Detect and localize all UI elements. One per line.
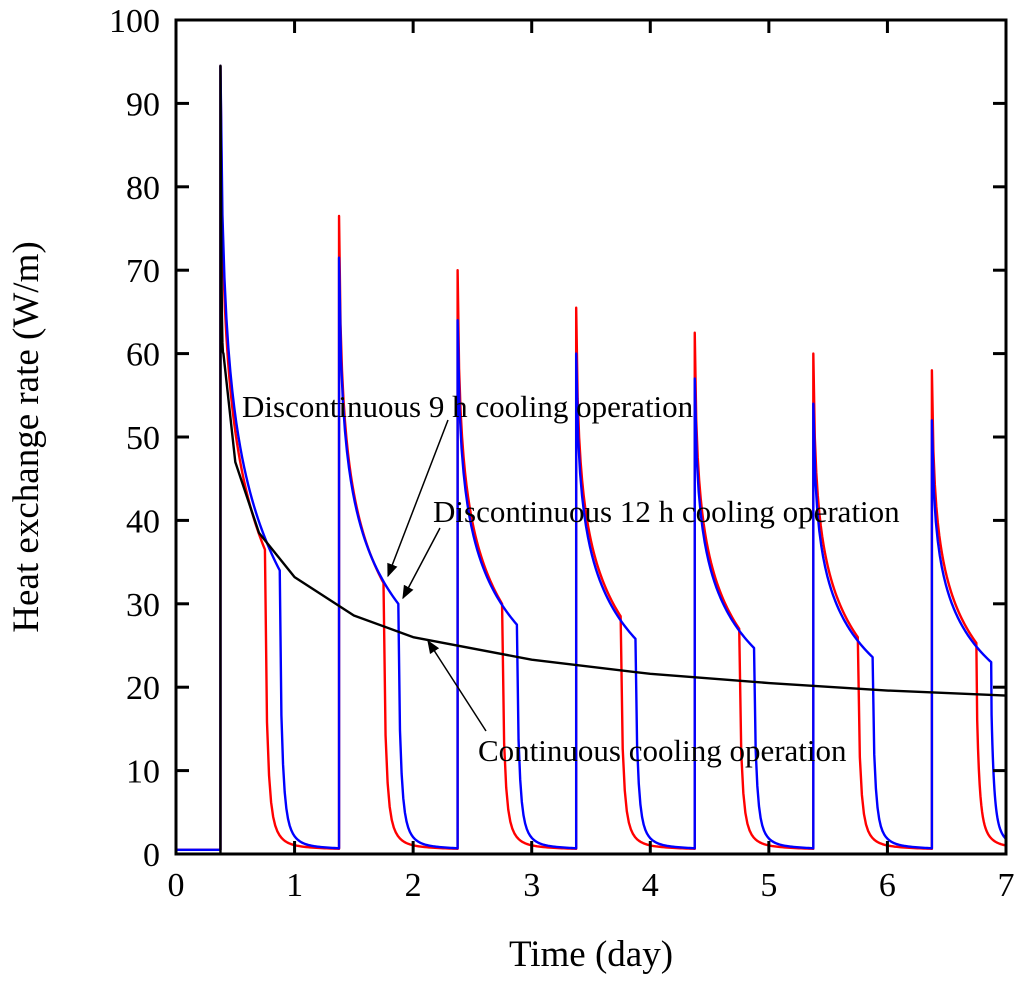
y-tick-label: 100 [109,3,160,40]
y-tick-label: 90 [126,86,160,123]
y-tick-label: 80 [126,170,160,207]
annotation-12h-label: Discontinuous 12 h cooling operation [433,494,900,529]
y-tick-label: 10 [126,754,160,791]
x-tick-label: 3 [523,867,540,904]
x-tick-label: 5 [760,867,777,904]
annotation-continuous-label: Continuous cooling operation [478,733,847,768]
y-tick-label: 70 [126,253,160,290]
y-tick-label: 50 [126,420,160,457]
y-axis-title: Heat exchange rate (W/m) [6,241,47,632]
y-tick-label: 20 [126,670,160,707]
x-tick-label: 0 [168,867,185,904]
x-tick-label: 2 [405,867,422,904]
y-tick-label: 30 [126,587,160,624]
x-tick-label: 4 [642,867,659,904]
annotation-continuous-arrow [427,639,487,732]
annotation-12h-arrow [402,527,441,600]
x-tick-label: 6 [879,867,896,904]
y-tick-label: 60 [126,337,160,374]
x-tick-label: 7 [998,867,1015,904]
axes-layer [174,18,1008,856]
series-12h-line [176,64,1007,852]
series-layer [176,64,1007,856]
x-axis-title: Time (day) [509,934,673,975]
annotations-layer: Discontinuous 9 h cooling operation Disc… [242,389,900,768]
x-tick-label: 1 [286,867,303,904]
series-continuous-line [176,64,1007,856]
annotation-9h-label: Discontinuous 9 h cooling operation [242,389,694,424]
y-tick-label: 40 [126,503,160,540]
plot-frame [174,18,1008,856]
annotation-9h-arrow [387,419,449,578]
y-tick-label: 0 [143,837,160,874]
